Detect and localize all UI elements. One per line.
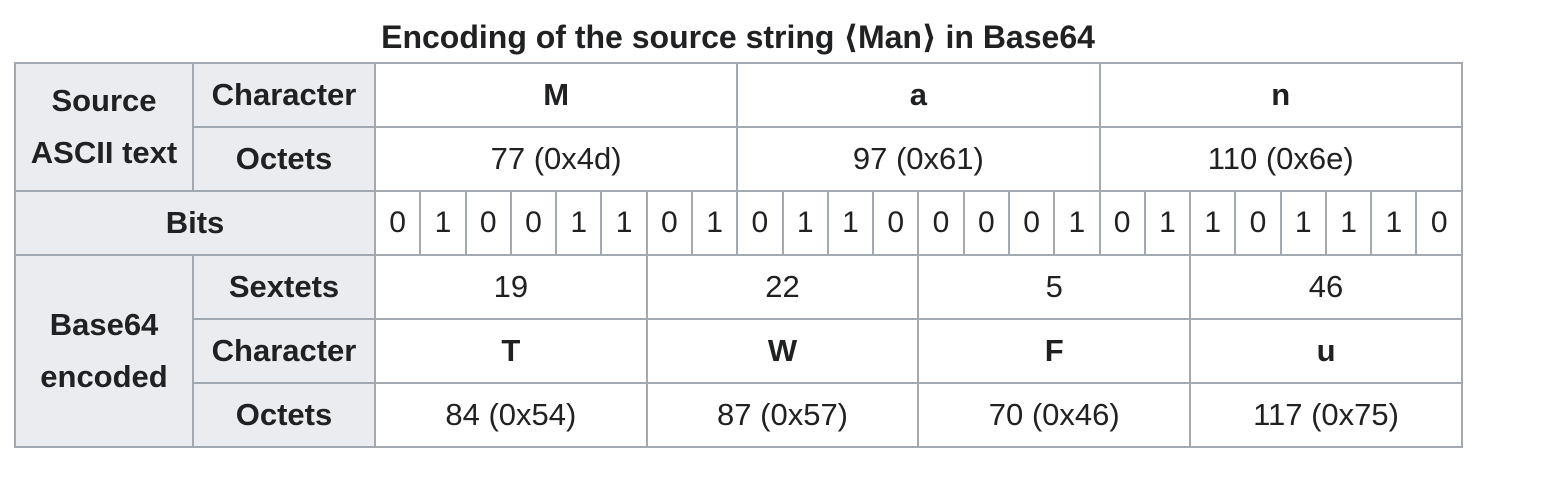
bits-row: Bits 0 1 0 0 1 1 0 1 0 1 1 0 0 0 0 1 0 1…: [14, 190, 1463, 256]
source-octets-row: Octets 77 (0x4d) 97 (0x61) 110 (0x6e): [15, 126, 1463, 192]
bit-cell: 1: [600, 190, 648, 256]
bit-cell: 0: [962, 190, 1010, 256]
source-character-header: Character: [192, 62, 376, 128]
bit-cell: 0: [736, 190, 784, 256]
sextets-header: Sextets: [192, 254, 376, 320]
encoded-octet-cell: 84 (0x54): [374, 382, 648, 448]
table-caption: Encoding of the source string ⟨Man⟩ in B…: [381, 19, 1095, 55]
source-character-row: Source ASCII text Character M a n: [14, 62, 1463, 192]
sextet-cell: 22: [645, 254, 920, 320]
source-character-cell: M: [373, 62, 739, 128]
source-character-cell: n: [1098, 62, 1463, 128]
bit-cell: 1: [690, 190, 739, 256]
sextet-cell: 19: [374, 254, 648, 320]
bit-cell: 0: [1007, 190, 1056, 256]
bit-cell: 0: [917, 190, 965, 256]
bit-cell: 0: [509, 190, 558, 256]
encoded-character-row: Character T W F u: [15, 318, 1463, 384]
bit-cell: 0: [1098, 190, 1146, 256]
bit-cell: 1: [1370, 190, 1418, 256]
bit-cell: 1: [419, 190, 467, 256]
sextet-cell: 5: [917, 254, 1192, 320]
bit-cell: 1: [555, 190, 603, 256]
encoded-octets-header: Octets: [192, 382, 376, 448]
sextet-cell: 46: [1189, 254, 1463, 320]
bit-cell: 1: [781, 190, 829, 256]
source-octet-cell: 77 (0x4d): [373, 126, 739, 192]
bit-cell: 0: [1415, 190, 1463, 256]
encoded-octet-cell: 87 (0x57): [645, 382, 920, 448]
bit-cell: 1: [826, 190, 875, 256]
source-character-cell: a: [736, 62, 1101, 128]
bit-cell: 1: [1189, 190, 1237, 256]
base64-encoded-group-header: Base64 encoded: [14, 254, 194, 448]
bit-cell: 1: [1053, 190, 1101, 256]
bit-cell: 1: [1143, 190, 1192, 256]
encoded-character-cell: W: [645, 318, 920, 384]
sextets-row: Base64 encoded Sextets 19 22 5 46: [14, 254, 1463, 448]
bit-cell: 0: [1234, 190, 1282, 256]
source-ascii-group-header: Source ASCII text: [14, 62, 194, 192]
encoded-octets-row: Octets 84 (0x54) 87 (0x57) 70 (0x46) 117…: [15, 382, 1463, 448]
source-octet-cell: 110 (0x6e): [1098, 126, 1463, 192]
bit-cell: 0: [464, 190, 512, 256]
encoded-octet-cell: 70 (0x46): [917, 382, 1192, 448]
encoded-label: encoded: [40, 359, 168, 394]
encoded-character-cell: T: [374, 318, 648, 384]
ascii-text-label: ASCII text: [30, 135, 178, 170]
encoded-character-header: Character: [192, 318, 376, 384]
source-label: Source: [51, 83, 157, 118]
source-octet-cell: 97 (0x61): [736, 126, 1101, 192]
bit-cell: 0: [645, 190, 693, 256]
base64-encoding-table: Source ASCII text Character M a n Octets…: [14, 62, 1463, 448]
bit-cell: 0: [872, 190, 920, 256]
encoded-character-cell: u: [1189, 318, 1463, 384]
base64-label: Base64: [49, 307, 159, 342]
bit-cell: 1: [1324, 190, 1373, 256]
encoded-character-cell: F: [917, 318, 1192, 384]
encoded-octet-cell: 117 (0x75): [1189, 382, 1463, 448]
bit-cell: 0: [373, 190, 422, 256]
bits-header: Bits: [14, 190, 376, 256]
bit-cell: 1: [1279, 190, 1327, 256]
source-octets-header: Octets: [192, 126, 376, 192]
